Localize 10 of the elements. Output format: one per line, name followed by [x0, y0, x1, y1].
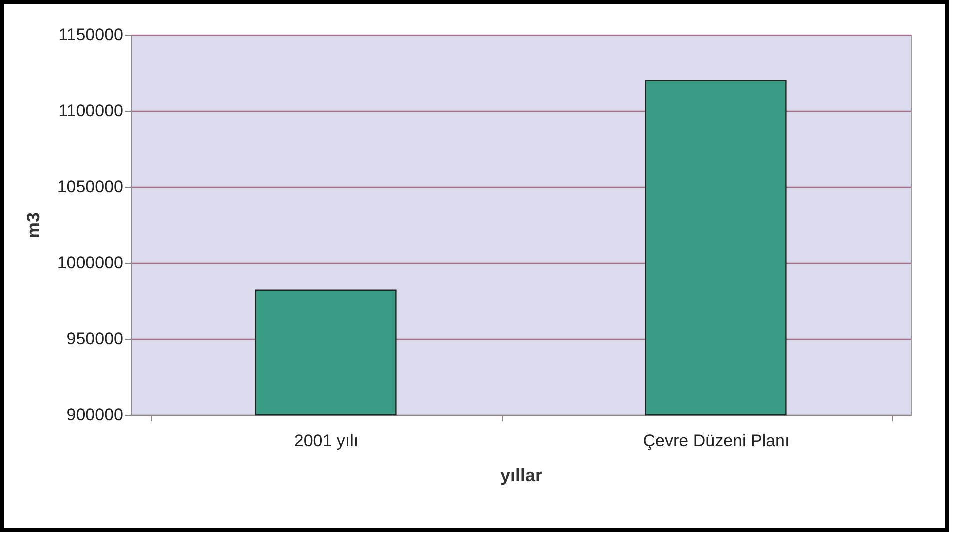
- y-tick-label: 1050000: [57, 178, 124, 196]
- x-tick-label: Çevre Düzeni Planı: [643, 432, 790, 450]
- y-tick-label: 1100000: [58, 102, 124, 120]
- x-axis-title: yıllar: [500, 466, 543, 486]
- y-tick-label: 950000: [66, 330, 124, 348]
- y-tick-label: 900000: [66, 406, 124, 424]
- y-tick-label: 1000000: [57, 254, 124, 272]
- y-axis-title: m3: [23, 212, 44, 239]
- y-tick-label: 1150000: [58, 26, 124, 44]
- x-tick-label: 2001 yılı: [294, 432, 359, 450]
